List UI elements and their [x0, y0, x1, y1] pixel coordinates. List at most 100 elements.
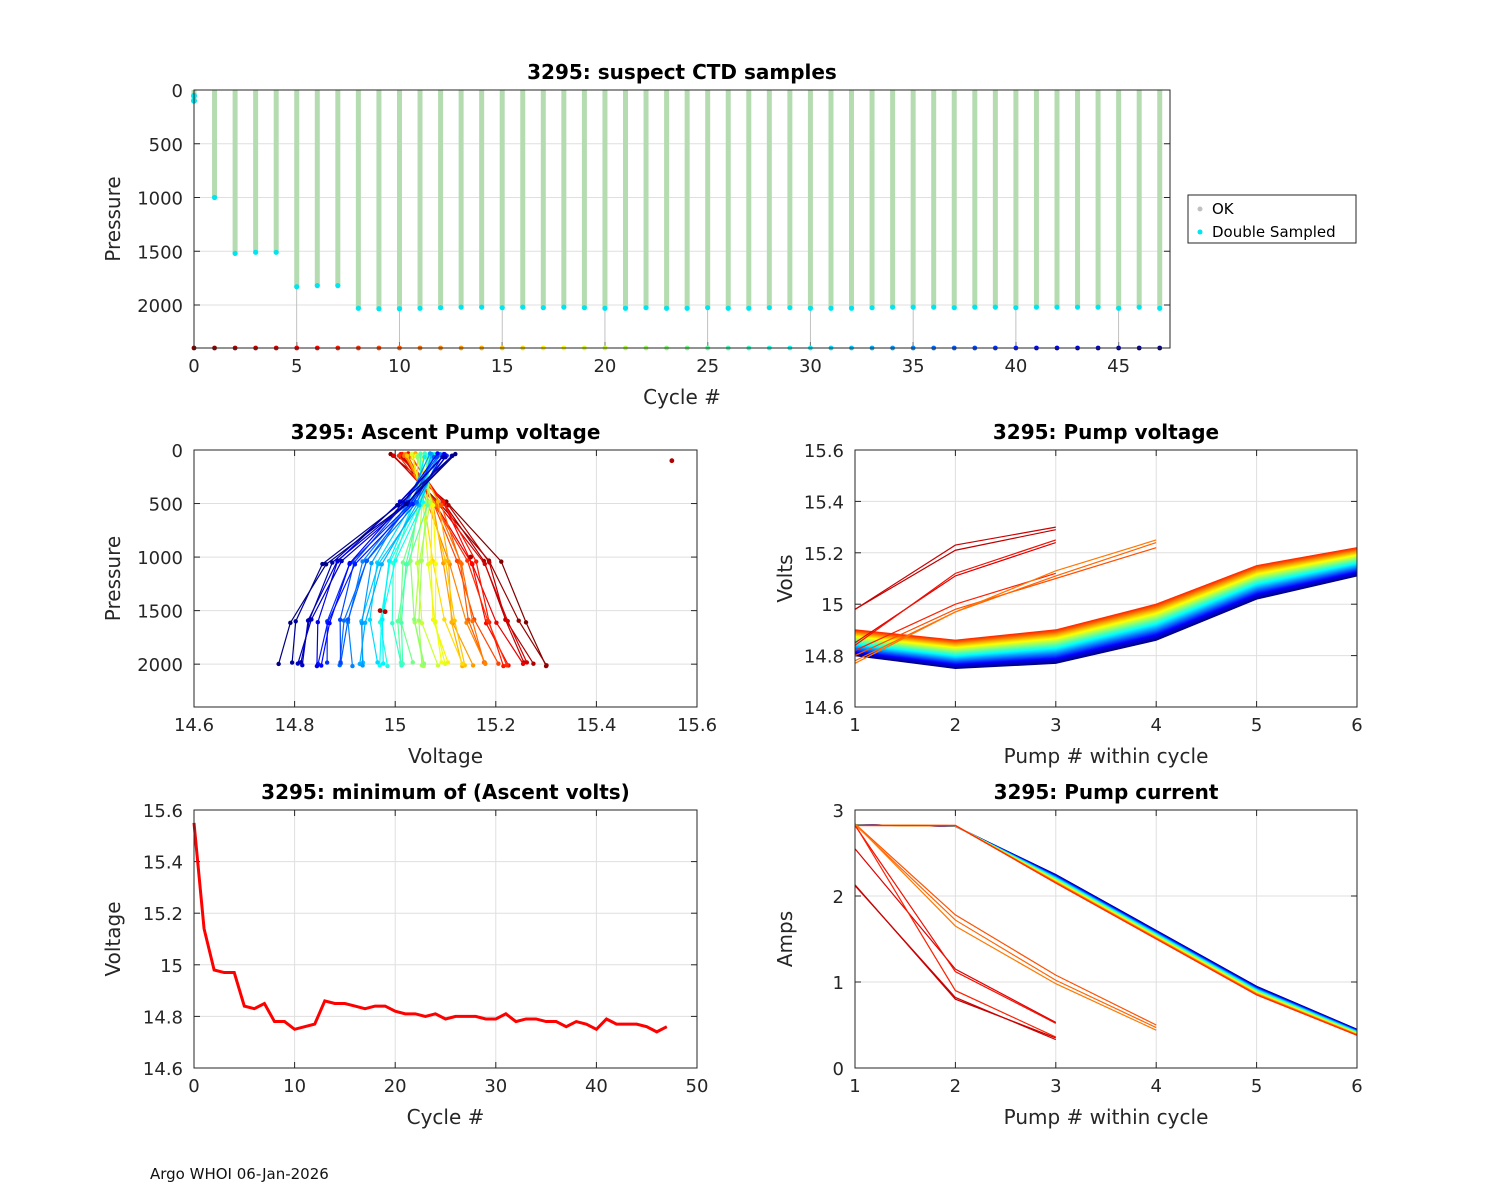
sample-point [499, 559, 504, 564]
sample-point [415, 454, 420, 460]
sample-point [418, 451, 423, 457]
chart-title: 3295: suspect CTD samples [527, 60, 837, 84]
x-axis-label: Pump # within cycle [1004, 744, 1209, 768]
y-tick-label: 14.8 [143, 1007, 183, 1028]
pump-series-line [854, 823, 1157, 1026]
pump-series-line [854, 558, 1358, 653]
double-sampled-point [458, 304, 464, 310]
double-sampled-point [787, 305, 793, 311]
pump-series-line [854, 554, 1358, 649]
double-sampled-point [643, 305, 649, 311]
x-tick-label: 2 [950, 715, 961, 736]
y-tick-label: 15.6 [143, 801, 183, 822]
x-tick-label: 10 [283, 1076, 306, 1097]
pump-series-line [854, 559, 1358, 654]
double-sampled-point [376, 306, 382, 312]
x-axis-label: Cycle # [643, 385, 721, 409]
sample-point [288, 620, 293, 626]
sample-point [524, 660, 530, 665]
pump-series-line [854, 824, 1157, 1029]
pump-series-line [854, 567, 1358, 662]
sample-point [380, 661, 386, 666]
double-sampled-point [848, 305, 855, 311]
sample-point [298, 660, 304, 665]
sample-point [364, 558, 369, 564]
double-sampled-point [992, 304, 998, 310]
pump-series-line [854, 529, 1056, 610]
double-sampled-point [253, 249, 259, 255]
axes-frame [854, 449, 1358, 708]
x-tick-label: 45 [1107, 356, 1130, 377]
pump-series-line [854, 573, 1358, 668]
pump-series-line [854, 560, 1358, 654]
x-tick-label: 3 [1050, 715, 1061, 736]
sample-point [327, 621, 332, 626]
double-sampled-point [622, 305, 629, 311]
double-sampled-point [396, 306, 403, 312]
y-tick-label: 15.6 [804, 441, 844, 462]
y-axis-label: Pressure [101, 176, 125, 261]
pump-series-line [854, 539, 1056, 646]
pump-series-line [854, 539, 1157, 664]
y-tick-label: 2000 [137, 296, 183, 317]
sample-point [320, 561, 325, 567]
pump-series-line [854, 526, 1056, 610]
outlier-point [377, 608, 383, 614]
sample-point [435, 451, 440, 456]
x-tick-label: 35 [902, 356, 925, 377]
double-sampled-point [479, 304, 485, 310]
sample-point [422, 451, 428, 456]
sample-point [435, 663, 441, 668]
sample-point [516, 618, 521, 623]
y-tick-label: 14.6 [804, 698, 844, 719]
sample-point [410, 501, 415, 507]
y-tick-label: 15 [821, 595, 844, 616]
x-tick-label: 4 [1150, 1076, 1161, 1097]
pump-series-line [854, 572, 1056, 652]
x-tick-label: 15.4 [576, 715, 616, 736]
pump-series-line [854, 551, 1358, 646]
sample-point [470, 663, 476, 668]
sample-point [485, 618, 491, 623]
axes-minv: 0 10 20 30 40 50 14.6 14.8 15 15.2 15.4 15.6 3295: m… [101, 780, 708, 1129]
axes-pumpv: 1 2 3 4 5 6 14.6 14.8 15 15.2 15.4 15.6 3295: Pump v… [773, 420, 1363, 768]
sample-point [386, 558, 392, 564]
data-layer [192, 822, 668, 1034]
sample-point [453, 451, 458, 457]
sample-point [419, 558, 424, 563]
data-layer [276, 451, 675, 669]
legend-label: Double Sampled [1212, 223, 1336, 241]
sample-point [439, 502, 444, 508]
data-layer [854, 823, 1358, 1041]
double-sampled-point [540, 305, 546, 311]
y-tick-label: 15.4 [804, 492, 844, 513]
sample-point [350, 663, 355, 669]
pump-series-line [854, 547, 1358, 641]
x-tick-label: 15 [491, 356, 514, 377]
sample-point [414, 500, 419, 505]
pump-series-line [854, 571, 1358, 666]
y-tick-label: 15.2 [143, 904, 183, 925]
pump-series-line [854, 575, 1358, 670]
x-tick-label: 30 [484, 1076, 507, 1097]
sample-point [433, 561, 439, 567]
double-sampled-point [890, 304, 896, 310]
double-sampled-point [663, 305, 670, 311]
pump-series-line [854, 541, 1157, 662]
outlier-point [468, 554, 474, 560]
x-tick-label: 4 [1150, 715, 1161, 736]
legend-box [1187, 194, 1357, 244]
double-sampled-point [335, 283, 341, 289]
legend-marker [1197, 206, 1203, 212]
sample-point [376, 561, 381, 567]
x-tick-label: 25 [696, 356, 719, 377]
pump-series-line [854, 568, 1358, 663]
sample-point [323, 562, 329, 567]
sample-point [396, 453, 402, 458]
double-sampled-point [417, 305, 423, 311]
pump-series-line [854, 565, 1358, 659]
x-axis-label: Cycle # [407, 1105, 485, 1129]
sample-point [443, 558, 448, 563]
double-sampled-point [725, 305, 731, 311]
sample-point [446, 502, 451, 508]
